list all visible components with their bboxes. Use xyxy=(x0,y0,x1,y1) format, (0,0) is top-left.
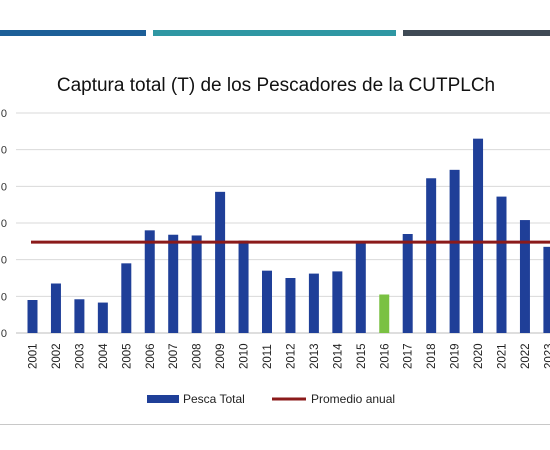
x-tick-label-2022: 2022 xyxy=(520,343,532,369)
y-tick-label: 0 xyxy=(1,291,7,303)
x-tick-label-2015: 2015 xyxy=(356,343,368,369)
bar-2012 xyxy=(285,278,296,333)
bar-2013 xyxy=(308,273,319,333)
x-tick-label-2001: 2001 xyxy=(28,343,40,369)
bar-2007 xyxy=(168,234,179,333)
y-tick-label: 0 xyxy=(1,108,7,120)
x-tick-label-2010: 2010 xyxy=(239,343,251,369)
x-tick-label-2003: 2003 xyxy=(74,343,86,369)
x-tick-label-2008: 2008 xyxy=(192,343,204,369)
x-tick-label-2019: 2019 xyxy=(450,343,462,369)
bar-2015 xyxy=(355,243,366,333)
x-tick-label-2004: 2004 xyxy=(98,343,110,369)
bar-2006 xyxy=(144,230,155,333)
y-tick-label: 0 xyxy=(1,255,7,267)
chart-title: Captura total (T) de los Pescadores de l… xyxy=(57,75,495,96)
bar-2008 xyxy=(191,235,202,333)
bar-2010 xyxy=(238,240,249,333)
x-tick-label-2017: 2017 xyxy=(403,343,415,369)
header-band-left xyxy=(0,30,146,36)
bar-2001 xyxy=(27,300,38,333)
legend: Pesca Total Promedio anual xyxy=(147,392,395,406)
bar-2011 xyxy=(262,270,272,333)
footer-divider xyxy=(0,424,550,425)
legend-swatch-pesca-total xyxy=(147,395,179,403)
header-band-middle xyxy=(153,30,396,36)
bar-2022 xyxy=(519,220,530,333)
x-tick-label-2013: 2013 xyxy=(309,343,321,369)
bar-2018 xyxy=(426,178,437,333)
x-tick-label-2014: 2014 xyxy=(332,343,344,369)
bar-2004 xyxy=(97,302,108,333)
bar-2017 xyxy=(402,234,413,333)
bar-series xyxy=(27,138,550,333)
bar-2016 xyxy=(379,294,390,333)
x-tick-label-2021: 2021 xyxy=(497,343,509,369)
bar-2002 xyxy=(50,283,61,333)
x-tick-label-2007: 2007 xyxy=(168,343,180,369)
bar-2014 xyxy=(332,271,343,333)
x-tick-label-2020: 2020 xyxy=(473,343,485,369)
bar-2021 xyxy=(496,196,507,333)
bar-2003 xyxy=(74,299,85,333)
header-band-right xyxy=(403,30,550,36)
x-tick-label-2018: 2018 xyxy=(426,343,438,369)
y-axis-tick-labels: 0 0 0 0 0 0 0 xyxy=(1,108,7,340)
x-tick-label-2006: 2006 xyxy=(145,343,157,369)
bar-2005 xyxy=(121,263,132,333)
y-tick-label: 0 xyxy=(1,181,7,193)
x-tick-label-2012: 2012 xyxy=(285,343,297,369)
y-tick-label: 0 xyxy=(1,218,7,230)
bar-2019 xyxy=(449,169,460,333)
x-tick-label-2009: 2009 xyxy=(215,343,227,369)
x-tick-label-2023: 2023 xyxy=(543,343,550,369)
bar-2020 xyxy=(473,138,484,333)
x-tick-label-2002: 2002 xyxy=(51,343,63,369)
bar-2009 xyxy=(215,191,226,333)
x-tick-label-2016: 2016 xyxy=(379,343,391,369)
x-axis-tick-labels: 2001 2002 2003 2004 2005 2006 2007 2008 2009 2010… xyxy=(28,343,550,369)
y-tick-label: 0 xyxy=(1,145,7,157)
grid-lines xyxy=(16,112,550,334)
x-tick-label-2011: 2011 xyxy=(262,344,274,369)
y-tick-label: 0 xyxy=(1,328,7,340)
legend-label-promedio-anual: Promedio anual xyxy=(311,392,395,406)
legend-label-pesca-total: Pesca Total xyxy=(183,392,245,406)
bar-2023 xyxy=(543,246,550,333)
x-tick-label-2005: 2005 xyxy=(121,343,133,369)
